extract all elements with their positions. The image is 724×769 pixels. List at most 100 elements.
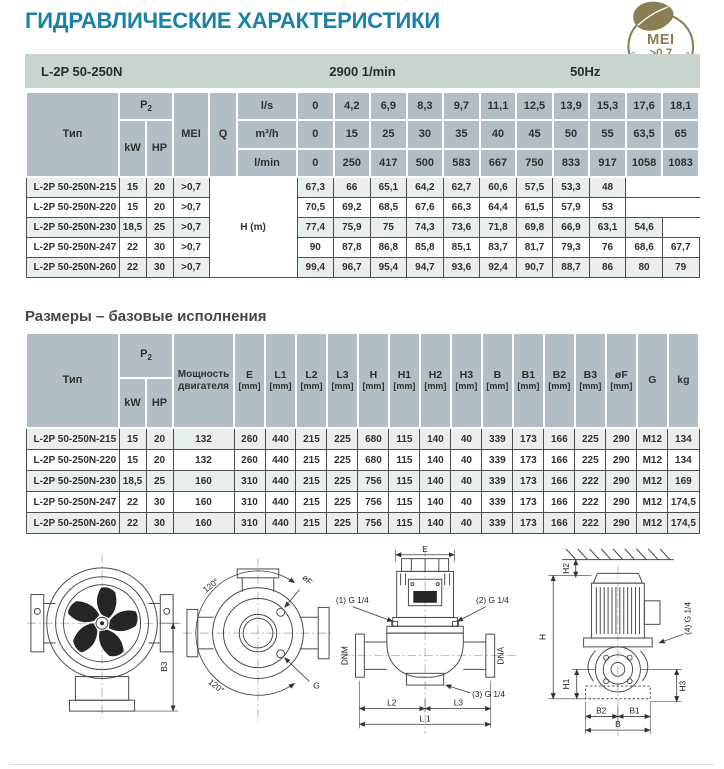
dim-value-cell: 115 xyxy=(388,427,421,450)
dim-value-cell: 756 xyxy=(357,512,390,534)
flow-value-cell: 35 xyxy=(442,119,481,150)
flow-value-cell: 11,1 xyxy=(478,91,518,121)
dim-value-cell: 174,5 xyxy=(667,512,700,534)
dim-value-cell: 166 xyxy=(543,512,576,534)
dim-value-cell: 169 xyxy=(667,470,700,492)
head-value-cell: 86,8 xyxy=(369,237,408,258)
dim-value-cell: 222 xyxy=(574,512,607,534)
dim-value-cell: 166 xyxy=(543,427,576,450)
kw-value: 22 xyxy=(118,512,147,534)
kw-value: 15 xyxy=(118,197,147,218)
dim-value-cell: M12 xyxy=(636,512,669,534)
head-value-cell: 85,1 xyxy=(442,237,481,258)
flow-value-cell: 15,3 xyxy=(588,91,627,121)
dimensions-section-title: Размеры – базовые исполнения xyxy=(25,308,267,325)
head-value-cell: 64,2 xyxy=(406,176,444,198)
dim-header-cell: B3 [mm] xyxy=(573,332,607,429)
dim-value-cell: 166 xyxy=(543,449,576,471)
hp-value: 20 xyxy=(145,449,174,471)
dim-value-cell: 339 xyxy=(481,449,514,471)
dim-value-cell: 166 xyxy=(543,491,576,513)
dim-header-cell: B [mm] xyxy=(480,332,514,429)
dim-value-cell: 680 xyxy=(357,449,390,471)
head-value-cell: 90 xyxy=(296,237,335,258)
mei-value: >0,7 xyxy=(172,257,210,278)
dim-unit: [mm] xyxy=(486,381,509,392)
dim-label: H3 xyxy=(459,369,474,382)
kw-value: 22 xyxy=(118,491,147,513)
dim-unit: [mm] xyxy=(548,381,571,392)
dim-header-cell: H2 [mm] xyxy=(418,332,452,429)
flow-value-cell: 13,9 xyxy=(551,91,591,121)
col-header-mei: MEI xyxy=(172,91,211,178)
dim-value-cell: 40 xyxy=(450,427,483,450)
head-value-cell xyxy=(625,197,663,218)
dim-value-cell: 215 xyxy=(295,427,328,450)
pump-type: L-2P 50-250N-220 xyxy=(25,449,120,471)
head-value-cell: 63,1 xyxy=(588,217,627,238)
head-value-cell xyxy=(662,176,699,198)
dim-value-cell: 40 xyxy=(450,512,483,534)
dim-unit: [mm] xyxy=(455,381,478,392)
head-value-cell: 65,1 xyxy=(369,176,408,198)
head-value-cell: 77,4 xyxy=(296,217,335,238)
page-title: ГИДРАВЛИЧЕСКИЕ ХАРАКТЕРИСТИКИ xyxy=(25,8,441,33)
pump-type: L-2P 50-250N-215 xyxy=(25,176,120,198)
flow-value-cell: 0 xyxy=(296,91,335,121)
head-value-cell xyxy=(625,176,663,198)
dim-label: L2 xyxy=(305,369,318,382)
dim-value-cell: 440 xyxy=(264,512,297,534)
dim-value-cell: 290 xyxy=(605,491,638,513)
dna-label: DNA xyxy=(495,646,505,664)
dim-unit: [mm] xyxy=(331,381,354,392)
plug1-label: (1) G 1/4 xyxy=(336,595,369,605)
head-value-cell: 57,5 xyxy=(515,176,554,198)
pump-type: L-2P 50-250N-247 xyxy=(25,491,120,513)
dim-of-label: øF xyxy=(300,573,314,587)
pump-rear-view-drawing: B3 xyxy=(26,554,182,719)
pump-frequency: 50Hz xyxy=(570,64,601,79)
dim-value-cell: 173 xyxy=(512,470,545,492)
dim-value-cell: M12 xyxy=(636,449,669,471)
head-value-cell: 94,7 xyxy=(406,257,444,278)
dim-label: L1 xyxy=(274,369,287,382)
flow-value-cell: 9,7 xyxy=(442,91,481,121)
dim-value-cell: 225 xyxy=(574,449,607,471)
pump-type: L-2P 50-250N-220 xyxy=(25,197,120,218)
dim-value-cell: 173 xyxy=(512,491,545,513)
dim-value-cell: 310 xyxy=(233,470,266,492)
dim-value-cell: 140 xyxy=(419,470,452,492)
dim-header-cell: H3 [mm] xyxy=(449,332,483,429)
head-value-cell: 67,7 xyxy=(661,237,700,258)
dim-value-cell: 222 xyxy=(574,491,607,513)
dim-value-cell: 140 xyxy=(419,491,452,513)
head-value-cell: 66,9 xyxy=(552,217,590,238)
flow-value-cell: 917 xyxy=(588,148,627,178)
flow-value-cell: 15 xyxy=(332,119,372,150)
dim-unit: [mm] xyxy=(610,381,633,392)
dim-value-cell: 215 xyxy=(295,491,328,513)
head-value-cell: 62,7 xyxy=(442,176,481,198)
ceiling-hatch xyxy=(565,548,671,560)
head-value-cell: 71,8 xyxy=(479,217,517,238)
angle-120-top-label: 120° xyxy=(201,576,221,595)
dim-label: E xyxy=(246,369,254,382)
dim-h2-label: H2 xyxy=(561,563,571,574)
flow-value-cell: 500 xyxy=(405,148,445,178)
mei-value: >0,7 xyxy=(172,237,210,258)
head-value-cell: 67,3 xyxy=(296,176,335,198)
pump-side-view-drawing: H2 xyxy=(537,548,692,737)
dim-unit: [mm] xyxy=(269,381,292,392)
head-value-cell: 83,7 xyxy=(479,237,517,258)
dim-value-cell: 310 xyxy=(233,512,266,534)
head-value-cell: 76 xyxy=(588,237,627,258)
dim-b-label: B xyxy=(615,719,621,729)
dim-value-cell: 115 xyxy=(388,491,421,513)
plug2-label: (2) G 1/4 xyxy=(476,595,509,605)
dim-value-cell: 310 xyxy=(233,491,266,513)
head-value-cell: 61,5 xyxy=(515,197,554,218)
dim-value-cell: 225 xyxy=(326,512,359,534)
head-value-cell: 92,4 xyxy=(479,257,517,278)
dim-value-cell: 222 xyxy=(574,470,607,492)
dim-label: L3 xyxy=(336,369,349,382)
